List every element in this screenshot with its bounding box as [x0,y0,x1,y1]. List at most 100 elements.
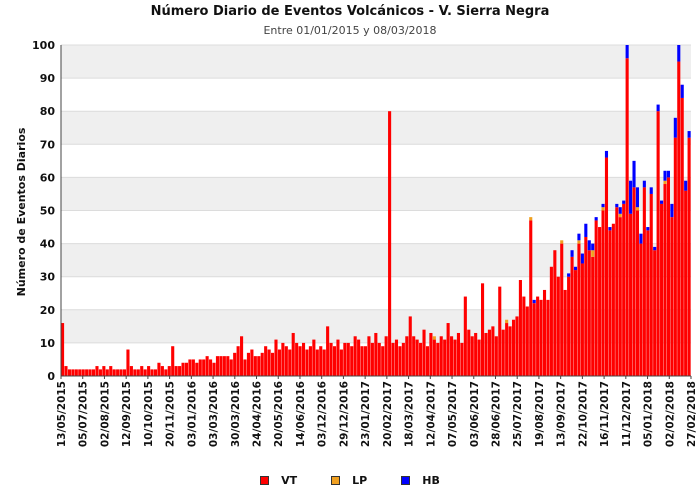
bar-vt [429,332,433,376]
x-tick-label: 11/12/2017 [621,381,633,447]
bar-vt [477,339,481,376]
bar-vt [663,184,667,376]
bar-vt [498,286,502,376]
bar-vt [656,111,660,376]
x-tick-label: 20/02/2017 [382,381,394,447]
bar-vt [536,296,540,376]
bar-vt [174,366,178,376]
bar-vt [243,359,247,376]
y-tick-label: 40 [40,238,56,251]
bar-vt [326,326,330,376]
bar-vt [684,190,688,376]
grid-band [61,177,691,211]
y-tick-label: 80 [40,105,56,118]
bar-vt [329,342,333,376]
bar-vt [666,177,670,376]
bar-vt [618,217,622,376]
bar-vt [178,366,182,376]
bar-vt [301,342,306,376]
bar-vt [673,137,677,376]
bar-vt [622,203,626,376]
bar-vt [377,342,381,376]
bar-hb [687,131,691,138]
bar-vt [604,157,609,376]
bar-vt [401,342,405,376]
bar-vt [167,366,171,376]
bar-vt [136,369,140,376]
bar-vt [677,61,681,377]
bar-vt [625,58,629,377]
bar-vt [343,342,347,376]
bar-vt [388,111,392,376]
bar-vt [367,336,371,376]
x-tick-label: 20/11/2015 [165,381,177,447]
x-tick-label: 12/09/2015 [121,381,133,447]
bar-vt [277,349,281,376]
bar-vt [484,332,488,376]
bar-vt [601,210,605,376]
bar-vt [181,362,185,376]
x-tick-label: 23/01/2017 [360,381,372,447]
bar-vt [450,336,454,376]
bar-vt [281,342,285,376]
bar-vt [374,332,378,376]
bar-vt [474,332,478,376]
legend-swatch-vt [260,476,270,485]
bar-vt [250,349,254,376]
bar-vt [88,369,92,376]
bar-vt [353,336,357,376]
bar-hb [577,233,581,241]
bar-vt [332,346,337,376]
bar-vt [171,346,175,376]
bar-hb [639,233,643,244]
bar-vt [126,349,130,376]
bar-vt [394,339,399,376]
bar-vt [463,296,467,376]
bar-vt [160,366,164,376]
bar-vt [653,250,657,376]
bar-lp [663,180,667,185]
bar-vt [425,346,430,376]
y-axis-label: Número de Eventos Diarios [15,127,28,296]
bar-vt [577,243,581,376]
bar-vt [611,223,615,376]
bar-vt [539,299,543,376]
y-tick-label: 70 [40,138,56,151]
bar-vt [529,220,533,376]
bar-vt [105,369,109,376]
bar-vt [140,366,144,376]
bar-lp [529,217,533,221]
bar-hb [601,203,605,208]
bar-vt [308,346,312,376]
bar-vt [198,359,202,376]
bar-vt [322,349,326,376]
bar-vt [508,326,512,376]
bar-hb [573,266,578,271]
bar-hb [660,200,664,204]
bar-vt [494,336,498,376]
bar-hb [656,104,660,112]
bar-vt [360,346,364,376]
bar-vt [205,356,209,376]
bar-lp [560,240,564,244]
bar-vt [381,346,385,376]
bar-lp [635,207,640,211]
bar-vt [212,362,216,376]
x-tick-label: 03/03/2016 [208,381,220,447]
x-tick-label: 05/07/2015 [78,381,90,447]
x-tick-label: 13/09/2017 [556,381,568,447]
bar-vt [456,332,460,376]
bar-vt [74,369,78,376]
bar-vt [109,366,113,376]
bar-vt [446,323,450,376]
x-tick-label: 03/06/2017 [469,381,481,447]
bar-vt [260,352,264,376]
bar-vt [608,230,612,376]
x-tick-label: 18/03/2017 [404,381,416,447]
bar-vt [594,220,598,376]
legend: VT LP HB [0,474,700,487]
bar-vt [481,283,485,376]
bar-vt [467,329,471,376]
bar-vt [460,342,464,376]
bar-vt [133,369,137,376]
